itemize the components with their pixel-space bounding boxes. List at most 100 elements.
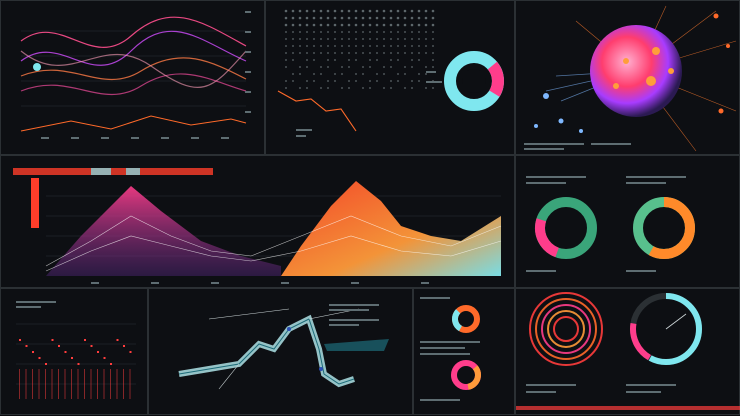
- dot: [361, 16, 365, 20]
- dot: [299, 38, 301, 40]
- bar-tick: [123, 369, 124, 399]
- bar: [129, 351, 132, 353]
- dot: [285, 80, 287, 82]
- dot: [411, 66, 413, 68]
- dot: [390, 38, 392, 40]
- dot: [432, 52, 434, 54]
- dot: [376, 45, 378, 47]
- dot: [347, 9, 351, 13]
- dot: [410, 16, 414, 20]
- dot: [376, 80, 378, 82]
- dot: [403, 23, 407, 27]
- dot: [389, 9, 393, 13]
- bar: [32, 351, 34, 353]
- dot: [376, 59, 378, 61]
- dot: [327, 59, 329, 61]
- dot: [425, 66, 427, 68]
- dot: [306, 87, 308, 89]
- dot: [369, 66, 371, 68]
- bar: [116, 339, 119, 341]
- bar-tick: [58, 369, 59, 399]
- dot: [382, 9, 386, 13]
- dot: [417, 23, 421, 27]
- dot: [319, 16, 323, 20]
- dot: [327, 80, 329, 82]
- dot: [397, 59, 399, 61]
- dot: [313, 80, 315, 82]
- dot: [355, 80, 357, 82]
- bar: [103, 357, 106, 359]
- dot: [334, 73, 336, 75]
- dot: [390, 45, 392, 47]
- dot: [312, 16, 316, 20]
- dot: [326, 9, 330, 13]
- bar-tick: [38, 369, 40, 399]
- dot: [320, 31, 322, 33]
- dot: [376, 52, 378, 54]
- bar: [71, 357, 73, 359]
- bar-tick: [90, 369, 92, 399]
- dot: [340, 16, 344, 20]
- dot: [355, 45, 357, 47]
- dot: [418, 52, 420, 54]
- bar-tick: [110, 369, 111, 399]
- dot: [320, 87, 322, 89]
- dot: [418, 80, 420, 82]
- dot: [292, 31, 294, 33]
- dot: [306, 31, 308, 33]
- dot: [354, 16, 358, 20]
- dot: [383, 73, 385, 75]
- dot: [397, 45, 399, 47]
- dotgrid-chart: [277, 9, 504, 137]
- dot: [347, 16, 351, 20]
- dot: [417, 9, 421, 13]
- waves-chart: [20, 11, 251, 139]
- bar-tick: [64, 369, 66, 399]
- bar-tick: [116, 369, 118, 399]
- dot: [418, 31, 420, 33]
- dot: [424, 9, 428, 13]
- dot: [368, 23, 372, 27]
- bar: [123, 345, 125, 347]
- dot: [425, 87, 427, 89]
- dot: [432, 59, 434, 61]
- dot: [355, 52, 357, 54]
- dot: [327, 87, 329, 89]
- dot: [348, 45, 350, 47]
- dot: [362, 45, 364, 47]
- bar: [84, 339, 86, 341]
- dot: [348, 80, 350, 82]
- dot: [418, 73, 420, 75]
- dot: [341, 45, 343, 47]
- dot: [333, 23, 337, 27]
- panel-radial: [515, 288, 740, 415]
- dot: [410, 9, 414, 13]
- dot: [334, 31, 336, 33]
- dot: [312, 9, 316, 13]
- dot: [424, 23, 428, 27]
- bar: [51, 339, 54, 341]
- dot: [376, 73, 378, 75]
- dot: [320, 38, 322, 40]
- dot: [285, 87, 287, 89]
- dot: [285, 59, 287, 61]
- bar: [64, 351, 67, 353]
- bar-tick: [84, 369, 85, 399]
- dot: [347, 23, 351, 27]
- dot: [411, 52, 413, 54]
- dot: [376, 38, 378, 40]
- dot: [432, 87, 434, 89]
- bar: [97, 351, 99, 353]
- dot: [334, 45, 336, 47]
- ribbon-chart: [178, 304, 389, 390]
- dot: [369, 31, 371, 33]
- bar: [38, 357, 41, 359]
- dot: [355, 38, 357, 40]
- bar: [58, 345, 60, 347]
- dot: [397, 80, 399, 82]
- dot: [411, 80, 413, 82]
- dot: [355, 31, 357, 33]
- dot: [383, 66, 385, 68]
- dot: [312, 23, 316, 27]
- dot: [327, 52, 329, 54]
